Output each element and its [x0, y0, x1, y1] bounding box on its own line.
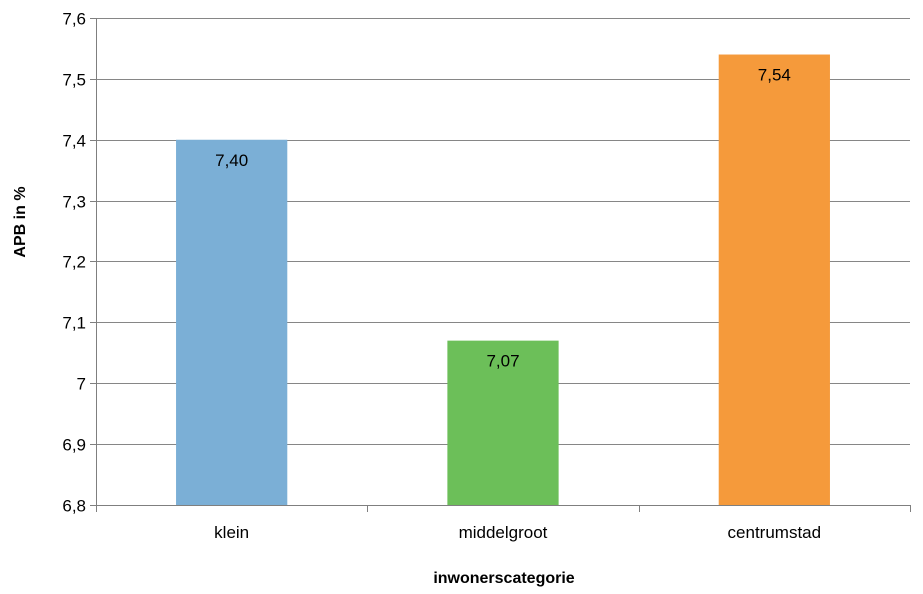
bar-klein	[176, 139, 288, 505]
y-tick-label: 6,9	[62, 436, 86, 455]
y-tick-label: 7,4	[62, 132, 86, 151]
data-label: 7,07	[486, 352, 519, 371]
data-label: 7,54	[758, 66, 791, 85]
axes	[90, 18, 911, 512]
bars	[176, 54, 830, 506]
bar-middelgroot	[447, 340, 559, 505]
y-tick-label: 7,5	[62, 71, 86, 90]
x-tick-label: klein	[214, 523, 249, 542]
y-tick-label: 7,1	[62, 314, 86, 333]
y-tick-label: 7,6	[62, 10, 86, 29]
x-axis-title: inwonerscategorie	[433, 570, 574, 587]
bar-centrumstad	[718, 54, 830, 506]
y-tick-label: 7	[77, 375, 86, 394]
y-tick-label: 7,2	[62, 253, 86, 272]
labels: 6,8 6,9 7 7,1 7,2 7,3 7,4 7,5 7,6 7,40 klein 7,07 mi…	[62, 10, 821, 543]
y-tick-label: 6,8	[62, 497, 86, 516]
y-axis-title: APB in %	[12, 186, 29, 257]
x-tick-label: middelgroot	[459, 523, 548, 542]
data-label: 7,40	[215, 151, 248, 170]
x-tick-label: centrumstad	[728, 523, 822, 542]
y-tick-label: 7,3	[62, 193, 86, 212]
